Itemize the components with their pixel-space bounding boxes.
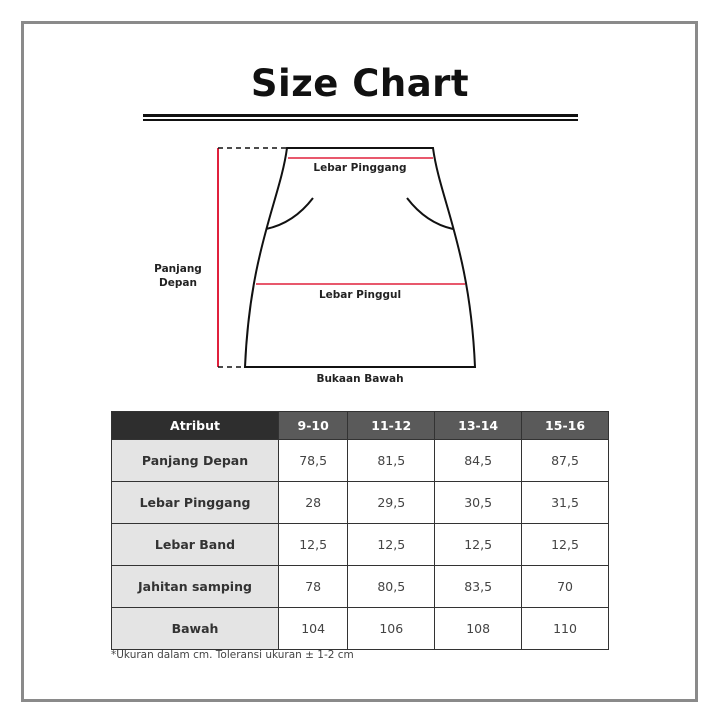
table-cell: 12,5 [434,523,523,566]
row-attribute: Lebar Band [111,523,279,566]
length-label-line1: Panjang [154,263,202,275]
table-header-row: Atribut 9-10 11-12 13-14 15-16 [111,411,609,440]
left-pocket [265,197,314,230]
table-row: Lebar Band 12,5 12,5 12,5 12,5 [111,523,609,566]
row-attribute: Bawah [111,607,279,650]
size-table: Atribut 9-10 11-12 13-14 15-16 Panjang D… [111,411,609,650]
header-size: 11-12 [347,411,436,440]
waist-label: Lebar Pinggang [313,162,407,174]
skirt-outline [243,147,477,368]
row-attribute: Jahitan samping [111,565,279,608]
table-cell: 87,5 [521,439,609,482]
hip-label: Lebar Pinggul [318,289,402,301]
title-underline-thin [143,119,578,121]
table-cell: 84,5 [434,439,523,482]
table-cell: 78 [277,565,349,608]
title-underline [143,114,578,117]
length-label-line2: Depan [159,277,197,289]
row-attribute: Panjang Depan [111,439,279,482]
right-pocket [406,197,454,230]
table-cell: 80,5 [347,565,436,608]
table-cell: 12,5 [347,523,436,566]
table-cell: 29,5 [347,481,436,524]
length-label: Panjang Depan [148,262,208,290]
table-row: Panjang Depan 78,5 81,5 84,5 87,5 [111,439,609,482]
table-cell: 28 [277,481,349,524]
table-row: Bawah 104 106 108 110 [111,607,609,650]
table-cell: 106 [347,607,436,650]
table-row: Jahitan samping 78 80,5 83,5 70 [111,565,609,608]
header-size: 15-16 [521,411,609,440]
table-cell: 110 [521,607,609,650]
table-cell: 12,5 [521,523,609,566]
page-border [21,21,698,702]
page-title: Size Chart [250,62,470,105]
header-attribute: Atribut [111,411,279,440]
hem-label: Bukaan Bawah [316,373,404,385]
table-cell: 31,5 [521,481,609,524]
table-cell: 70 [521,565,609,608]
table-cell: 83,5 [434,565,523,608]
table-row: Lebar Pinggang 28 29,5 30,5 31,5 [111,481,609,524]
table-cell: 78,5 [277,439,349,482]
table-cell: 12,5 [277,523,349,566]
table-cell: 108 [434,607,523,650]
table-cell: 81,5 [347,439,436,482]
header-size: 13-14 [434,411,523,440]
footnote: *Ukuran dalam cm. Toleransi ukuran ± 1-2… [111,649,354,661]
table-cell: 104 [277,607,349,650]
header-size: 9-10 [277,411,349,440]
skirt-diagram [217,147,477,368]
row-attribute: Lebar Pinggang [111,481,279,524]
table-cell: 30,5 [434,481,523,524]
